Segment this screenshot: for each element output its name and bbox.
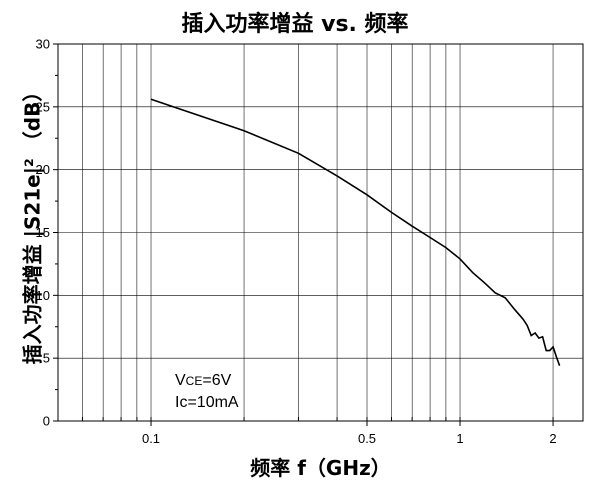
annotation-ic: Ic=10mA [175,394,239,411]
y-tick-label: 0 [43,414,50,429]
x-axis-label: 频率 f（GHz） [250,456,391,480]
grid-lines [58,44,583,421]
y-tick-label: 10 [36,288,50,303]
y-tick-label: 25 [36,99,50,114]
y-tick-label: 15 [36,225,50,240]
y-tick-label: 30 [36,37,50,52]
annotation-vce: VCE=6V [175,372,232,389]
y-axis-label-container: 插入功率增益 |S21e|² （dB） [16,58,46,388]
series-line [150,98,561,366]
chart-title: 插入功率增益 vs. 频率 [181,12,409,37]
y-tick-label: 20 [36,162,50,177]
y-tick-label: 5 [43,351,50,366]
x-tick-label: 2 [549,431,556,446]
x-tick-label: 1 [456,431,463,446]
x-tick-label: 0.1 [142,431,160,446]
y-axis-label: 插入功率增益 |S21e|² （dB） [20,81,45,365]
tick-labels: 0 5 10 15 20 25 30 0.1 0.5 1 2 [36,37,557,447]
axis-ticks [53,43,554,426]
x-tick-label: 0.5 [358,431,376,446]
